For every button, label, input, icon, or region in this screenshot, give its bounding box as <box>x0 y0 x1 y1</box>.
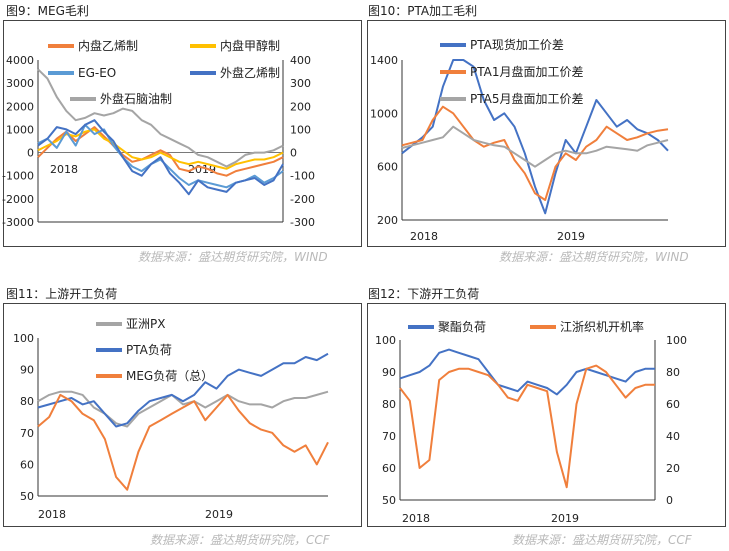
legend-label: 聚酯负荷 <box>438 320 486 334</box>
chart-panel-fig11 <box>3 303 362 527</box>
y-tick-label: 0 <box>27 147 34 160</box>
y-tick-label: 80 <box>382 398 396 411</box>
y-tick-label: -2000 <box>2 193 34 206</box>
y-tick-label: 90 <box>20 364 34 377</box>
chart-title-fig11: 图11：上游开工负荷 <box>6 287 118 301</box>
y-tick-label: 1000 <box>370 107 398 120</box>
series-line-2-1 <box>37 352 329 428</box>
y-tick-label: 200 <box>377 214 398 227</box>
y-tick-label-right: 0 <box>666 494 673 507</box>
y-tick-label-right: 60 <box>666 398 680 411</box>
data-source-fig11: 数据来源：盛达期货研究院，CCF <box>150 533 330 547</box>
y-tick-label-right: -100 <box>290 170 315 183</box>
series-line-3-1 <box>399 364 655 489</box>
legend-label: PTA现货加工价差 <box>470 37 564 52</box>
y-tick-label: 90 <box>382 366 396 379</box>
y-tick-label-right: -300 <box>290 216 315 229</box>
y-tick-label: 100 <box>375 334 396 347</box>
series-line-2-0 <box>37 390 329 428</box>
legend-label: PTA1月盘面加工价差 <box>470 64 583 79</box>
x-tick-label: 2019 <box>557 230 585 243</box>
legend-label: MEG负荷（总） <box>126 369 213 383</box>
series-line-1-0 <box>401 59 669 215</box>
y-tick-label-right: 20 <box>666 462 680 475</box>
series-line-0-4 <box>37 68 284 168</box>
y-tick-label: 60 <box>20 458 34 471</box>
y-tick-label: -3000 <box>2 216 34 229</box>
data-source-fig10: 数据来源：盛达期货研究院，WIND <box>499 250 689 264</box>
y-tick-label: 70 <box>20 427 34 440</box>
series-line-3-0 <box>399 348 655 396</box>
series-line-0-3 <box>37 119 284 196</box>
chart-title-fig10: 图10：PTA加工毛利 <box>368 4 478 18</box>
y-tick-label: 3000 <box>6 77 34 90</box>
x-tick-label: 2019 <box>551 512 579 525</box>
y-tick-label-right: 200 <box>290 100 311 113</box>
chart-title-fig12: 图12：下游开工负荷 <box>368 287 480 301</box>
x-tick-label: 2018 <box>402 512 430 525</box>
y-tick-label: 4000 <box>6 54 34 67</box>
series-line-1-2 <box>401 125 669 168</box>
y-tick-label: 1400 <box>370 54 398 67</box>
legend-label: 外盘乙烯制 <box>220 65 280 80</box>
series-line-2-2 <box>37 393 329 491</box>
data-source-fig12: 数据来源：盛达期货研究院，CCF <box>512 533 692 547</box>
legend-label: PTA5月盘面加工价差 <box>470 91 583 106</box>
y-tick-label-right: 40 <box>666 430 680 443</box>
y-tick-label: 80 <box>20 395 34 408</box>
y-tick-label-right: 0 <box>290 147 297 160</box>
y-tick-label: 70 <box>382 430 396 443</box>
legend-label: 亚洲PX <box>126 317 165 331</box>
y-tick-label: -1000 <box>2 170 34 183</box>
legend-label: 外盘石脑油制 <box>100 91 172 106</box>
x-tick-label: 2018 <box>38 508 66 521</box>
y-tick-label: 100 <box>13 332 34 345</box>
data-source-fig9: 数据来源：盛达期货研究院，WIND <box>138 250 328 264</box>
legend-label: EG-EO <box>78 66 116 80</box>
y-tick-label: 2000 <box>6 100 34 113</box>
y-tick-label: 50 <box>20 490 34 503</box>
x-tick-label: 2018 <box>410 230 438 243</box>
y-tick-label: 600 <box>377 161 398 174</box>
x-tick-label: 2019 <box>188 163 216 176</box>
series-line-1-1 <box>401 105 669 201</box>
y-tick-label-right: -200 <box>290 193 315 206</box>
y-tick-label: 60 <box>382 462 396 475</box>
x-tick-label: 2019 <box>205 508 233 521</box>
legend-label: 江浙织机开机率 <box>560 319 644 334</box>
chart-panel-fig12 <box>367 303 726 527</box>
y-tick-label-right: 400 <box>290 54 311 67</box>
chart-title-fig9: 图9：MEG毛利 <box>6 4 89 18</box>
legend-label: 内盘乙烯制 <box>78 38 138 53</box>
series-line-0-1 <box>37 128 284 170</box>
y-tick-label-right: 80 <box>666 366 680 379</box>
y-tick-label: 50 <box>382 494 396 507</box>
y-tick-label-right: 100 <box>666 334 687 347</box>
legend-label: PTA负荷 <box>126 343 172 357</box>
legend-label: 内盘甲醇制 <box>220 38 280 53</box>
y-tick-label: 1000 <box>6 123 34 136</box>
x-tick-label: 2018 <box>50 163 78 176</box>
y-tick-label-right: 100 <box>290 123 311 136</box>
y-tick-label-right: 300 <box>290 77 311 90</box>
